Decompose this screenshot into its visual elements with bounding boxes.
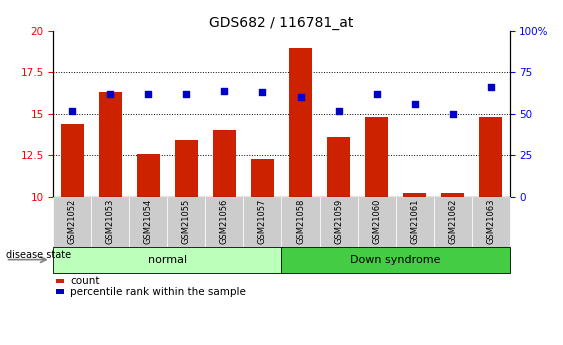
Point [372,91,381,97]
Text: Down syndrome: Down syndrome [350,255,441,265]
Point [448,111,457,117]
Bar [99,92,122,197]
Point [144,91,153,97]
Text: GSM21057: GSM21057 [258,199,267,244]
Point [296,95,305,100]
Text: GSM21061: GSM21061 [410,199,419,244]
Text: GSM21062: GSM21062 [448,199,457,244]
Bar [213,130,236,197]
Text: GSM21060: GSM21060 [372,199,381,244]
Text: GSM21052: GSM21052 [68,199,77,244]
Point [486,85,495,90]
Bar [441,193,464,197]
Point [182,91,191,97]
Bar [61,124,84,197]
Bar [365,117,388,197]
Text: GSM21063: GSM21063 [486,199,495,244]
Bar [327,137,350,197]
Bar [137,154,160,197]
Text: GSM21059: GSM21059 [334,199,343,244]
Text: GSM21053: GSM21053 [106,199,115,244]
Point [410,101,419,107]
Text: percentile rank within the sample: percentile rank within the sample [70,287,246,296]
Text: disease state: disease state [6,250,71,260]
Point [106,91,115,97]
Text: GSM21054: GSM21054 [144,199,153,244]
Bar [479,117,502,197]
Text: GSM21058: GSM21058 [296,199,305,244]
Bar [403,193,426,197]
Point [334,108,343,113]
Point [220,88,229,93]
Text: GSM21055: GSM21055 [182,199,191,244]
Title: GDS682 / 116781_at: GDS682 / 116781_at [209,16,354,30]
Text: count: count [70,276,100,286]
Point [258,90,267,95]
Bar [175,140,198,197]
Text: GSM21056: GSM21056 [220,199,229,244]
Bar [289,48,312,197]
Text: normal: normal [148,255,187,265]
Point [68,108,77,113]
Bar [251,159,274,197]
